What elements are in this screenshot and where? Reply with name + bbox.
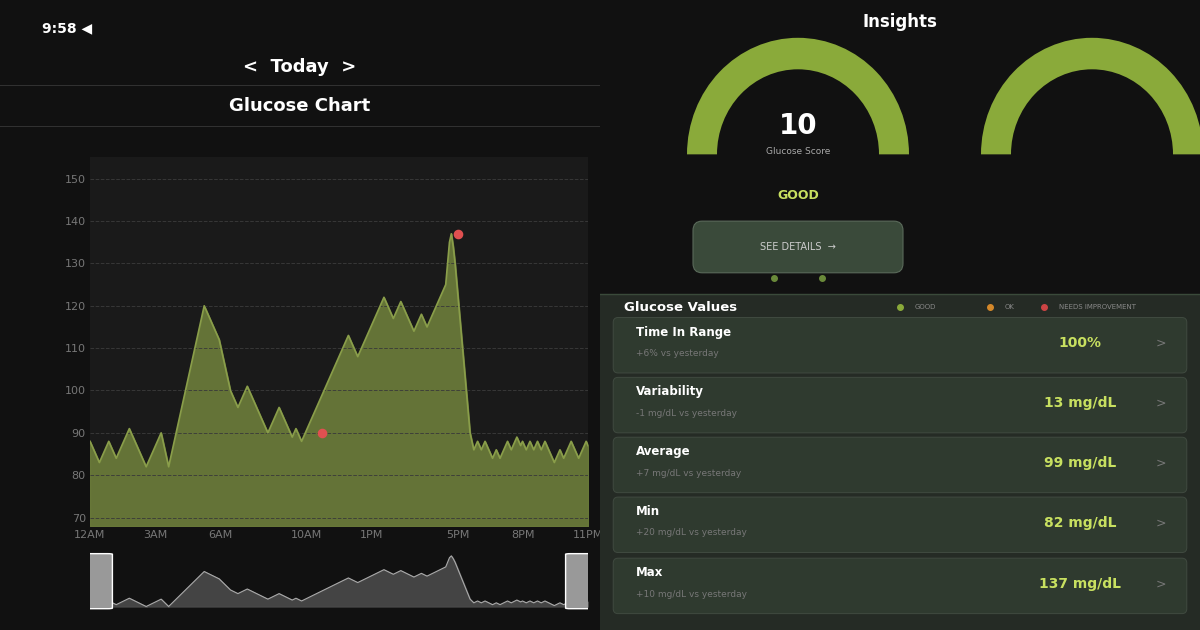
- Text: 10: 10: [779, 112, 817, 140]
- FancyBboxPatch shape: [613, 377, 1187, 433]
- Text: Max: Max: [636, 566, 664, 579]
- Text: OK: OK: [1006, 304, 1015, 311]
- Text: 9:58 ◀: 9:58 ◀: [42, 21, 92, 35]
- FancyBboxPatch shape: [613, 497, 1187, 553]
- FancyBboxPatch shape: [613, 318, 1187, 373]
- Text: +6% vs yesterday: +6% vs yesterday: [636, 349, 719, 358]
- FancyBboxPatch shape: [565, 554, 593, 609]
- Text: Variability: Variability: [636, 386, 704, 398]
- Text: >: >: [1156, 457, 1166, 469]
- FancyBboxPatch shape: [613, 437, 1187, 493]
- Text: Insights: Insights: [863, 13, 937, 31]
- Text: >: >: [1156, 337, 1166, 350]
- Text: Glucose Score: Glucose Score: [766, 147, 830, 156]
- FancyBboxPatch shape: [85, 554, 113, 609]
- Text: 137 mg/dL: 137 mg/dL: [1039, 577, 1121, 591]
- Text: Glucose Chart: Glucose Chart: [229, 97, 371, 115]
- Text: Time In Range: Time In Range: [636, 326, 731, 338]
- Text: Min: Min: [636, 505, 660, 518]
- Text: NEEDS IMPROVEMENT: NEEDS IMPROVEMENT: [1060, 304, 1136, 311]
- FancyBboxPatch shape: [613, 558, 1187, 614]
- Text: GOOD: GOOD: [916, 304, 936, 311]
- Text: 99 mg/dL: 99 mg/dL: [1044, 456, 1116, 470]
- Text: 13 mg/dL: 13 mg/dL: [1044, 396, 1116, 410]
- Text: 82 mg/dL: 82 mg/dL: [1044, 516, 1116, 530]
- Text: -1 mg/dL vs yesterday: -1 mg/dL vs yesterday: [636, 409, 737, 418]
- Text: GOOD: GOOD: [778, 189, 818, 202]
- Wedge shape: [686, 38, 910, 154]
- Text: >: >: [1156, 517, 1166, 529]
- Text: Glucose Values: Glucose Values: [624, 301, 737, 314]
- FancyBboxPatch shape: [694, 221, 904, 273]
- Text: >: >: [1156, 578, 1166, 590]
- Text: <  Today  >: < Today >: [244, 59, 356, 76]
- Text: SEE DETAILS  →: SEE DETAILS →: [760, 242, 836, 252]
- Point: [448, 229, 467, 239]
- Text: +7 mg/dL vs yesterday: +7 mg/dL vs yesterday: [636, 469, 742, 478]
- Text: Average: Average: [636, 445, 691, 458]
- Text: +20 mg/dL vs yesterday: +20 mg/dL vs yesterday: [636, 529, 746, 537]
- Text: >: >: [1156, 397, 1166, 410]
- FancyBboxPatch shape: [600, 294, 1200, 630]
- Point: [312, 428, 331, 438]
- Text: 100%: 100%: [1058, 336, 1102, 350]
- Text: +10 mg/dL vs yesterday: +10 mg/dL vs yesterday: [636, 590, 746, 598]
- Wedge shape: [982, 38, 1200, 154]
